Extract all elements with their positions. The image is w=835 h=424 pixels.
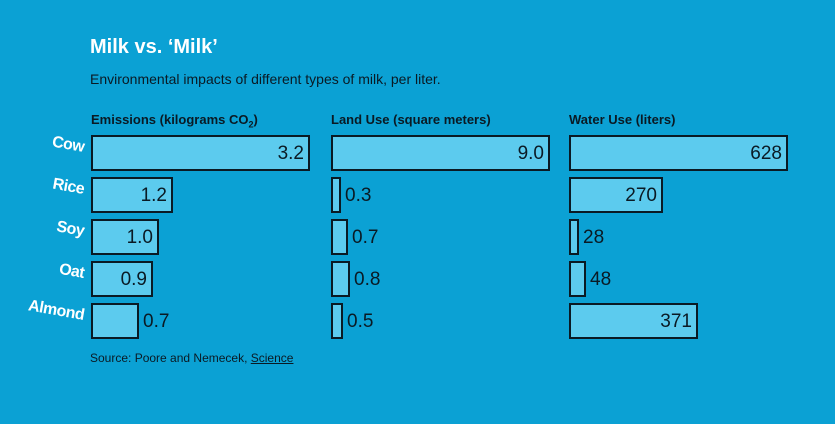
- bar-soy-2: [569, 219, 579, 255]
- bar-rice-0: [91, 177, 173, 213]
- category-label-soy: Soy: [55, 218, 86, 240]
- value-label-rice-2: 270: [625, 185, 657, 206]
- bar-rice-2: [569, 177, 663, 213]
- bar-almond-0: [91, 303, 139, 339]
- value-label-almond-2: 371: [660, 311, 692, 332]
- bar-almond-2: [569, 303, 698, 339]
- value-label-rice-0: 1.2: [140, 185, 167, 206]
- value-label-cow-2: 628: [750, 143, 782, 164]
- value-label-almond-0: 0.7: [143, 311, 170, 332]
- bar-cow-0: [91, 135, 310, 171]
- bar-cow-1: [331, 135, 550, 171]
- value-label-soy-2: 28: [583, 227, 605, 248]
- value-label-oat-0: 0.9: [120, 269, 147, 290]
- value-label-oat-1: 0.8: [354, 269, 381, 290]
- value-label-soy-1: 0.7: [352, 227, 379, 248]
- chart-subtitle: Environmental impacts of different types…: [90, 71, 441, 87]
- chart-title: Milk vs. ‘Milk’: [90, 36, 218, 58]
- category-label-cow: Cow: [50, 133, 86, 156]
- value-label-cow-1: 9.0: [517, 143, 544, 164]
- source-note: Source: Poore and Nemecek, Science: [90, 351, 293, 365]
- value-label-rice-1: 0.3: [345, 185, 372, 206]
- category-label-rice: Rice: [51, 175, 86, 198]
- bar-oat-0: [91, 261, 153, 297]
- panel-title-1: Land Use (square meters): [331, 112, 491, 127]
- bar-almond-1: [331, 303, 343, 339]
- panel-title-2: Water Use (liters): [569, 112, 676, 127]
- bar-oat-1: [331, 261, 350, 297]
- panel-title-0: Emissions (kilograms CO2): [91, 112, 258, 130]
- value-label-soy-0: 1.0: [126, 227, 153, 248]
- source-prefix: Source: Poore and Nemecek,: [90, 351, 251, 365]
- bar-soy-1: [331, 219, 348, 255]
- bar-cow-2: [569, 135, 788, 171]
- source-link[interactable]: Science: [250, 351, 294, 365]
- bar-soy-0: [91, 219, 159, 255]
- bar-rice-1: [331, 177, 341, 213]
- category-label-almond: Almond: [26, 297, 86, 324]
- category-label-oat: Oat: [57, 260, 86, 282]
- value-label-almond-1: 0.5: [347, 311, 374, 332]
- value-label-oat-2: 48: [590, 269, 612, 290]
- value-label-cow-0: 3.2: [277, 143, 304, 164]
- bar-oat-2: [569, 261, 586, 297]
